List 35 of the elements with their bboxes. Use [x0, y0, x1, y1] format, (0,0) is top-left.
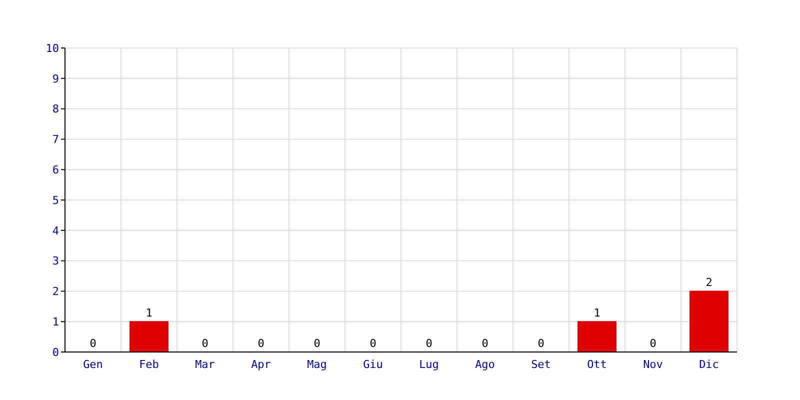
x-tick-label: Nov — [643, 358, 664, 371]
x-tick-label: Giu — [363, 358, 383, 371]
data-label: 2 — [706, 276, 712, 290]
data-label: 1 — [594, 306, 600, 320]
x-tick-label: Set — [531, 358, 551, 371]
x-tick-label: Mag — [307, 358, 327, 371]
data-label: 0 — [650, 337, 656, 350]
x-tick-label: Apr — [251, 358, 272, 371]
y-tick-label: 3 — [52, 254, 59, 268]
y-tick-label: 0 — [52, 346, 59, 359]
data-label: 0 — [538, 337, 544, 350]
data-label: 0 — [314, 337, 320, 350]
y-tick-label: 1 — [52, 316, 59, 329]
x-tick-label: Gen — [83, 358, 103, 371]
y-tick-label: 8 — [52, 102, 59, 116]
x-tick-label: Dic — [699, 358, 719, 371]
data-label: 0 — [482, 337, 488, 350]
y-tick-label: 6 — [52, 164, 59, 177]
data-label: 0 — [258, 337, 264, 350]
x-tick-label: Feb — [139, 358, 159, 371]
y-tick-label: 7 — [52, 133, 59, 146]
y-tick-label: 10 — [46, 42, 59, 55]
y-tick-label: 2 — [52, 285, 59, 298]
y-tick-label: 5 — [52, 194, 59, 207]
data-label: 0 — [426, 337, 432, 350]
x-tick-label: Mar — [195, 358, 216, 371]
y-tick-label: 9 — [52, 72, 59, 86]
data-label: 1 — [146, 306, 152, 320]
y-tick-label: 4 — [52, 224, 60, 238]
x-tick-label: Ott — [587, 358, 607, 371]
x-tick-label: Ago — [475, 358, 495, 371]
x-tick-label: Lug — [419, 358, 439, 371]
data-label: 0 — [202, 337, 208, 350]
data-label: 0 — [90, 337, 96, 350]
data-label: 0 — [370, 337, 376, 350]
